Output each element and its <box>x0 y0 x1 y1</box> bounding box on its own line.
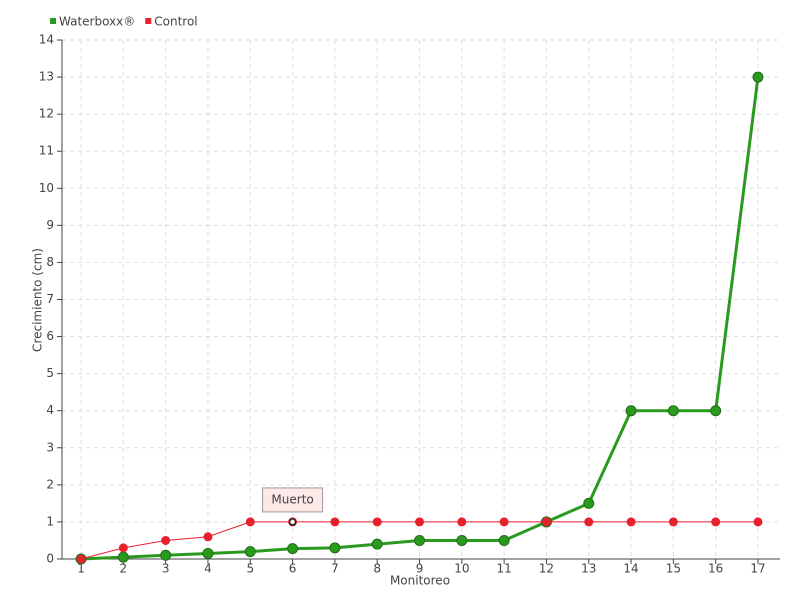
y-tick-label: 9 <box>46 218 54 232</box>
x-tick-label: 15 <box>666 562 681 576</box>
data-point <box>667 405 679 417</box>
x-tick-label: 10 <box>454 562 469 576</box>
y-tick-label: 12 <box>39 107 54 121</box>
x-tick-label: 7 <box>331 562 339 576</box>
y-tick-label: 10 <box>39 181 54 195</box>
x-tick-label: 11 <box>496 562 511 576</box>
y-tick-label: 7 <box>46 292 54 306</box>
data-point <box>710 405 722 417</box>
annotation-label: Muerto <box>271 492 313 506</box>
data-point <box>372 517 382 527</box>
x-tick-label: 17 <box>750 562 765 576</box>
data-point <box>753 517 763 527</box>
x-tick-label: 1 <box>77 562 85 576</box>
y-tick-label: 6 <box>46 329 54 343</box>
data-point <box>583 497 595 509</box>
y-tick-label: 4 <box>46 403 54 417</box>
data-point <box>752 71 764 83</box>
data-point <box>329 542 341 554</box>
data-point <box>330 517 340 527</box>
y-tick-label: 3 <box>46 440 54 454</box>
data-point <box>287 543 299 555</box>
data-point <box>203 532 213 542</box>
x-axis-title: Monitoreo <box>390 574 450 588</box>
legend-swatch <box>145 18 152 24</box>
x-tick-label: 13 <box>581 562 596 576</box>
data-point <box>457 517 467 527</box>
data-point <box>498 534 510 546</box>
data-point <box>244 546 256 558</box>
annotation-box <box>262 487 324 513</box>
x-tick-label: 3 <box>162 562 170 576</box>
x-tick-label: 6 <box>289 562 297 576</box>
y-tick-label: 2 <box>46 477 54 491</box>
y-tick-label: 11 <box>39 144 54 158</box>
legend-label: Control <box>154 15 197 29</box>
data-point <box>584 517 594 527</box>
data-point <box>202 547 214 559</box>
legend-swatch <box>50 18 56 24</box>
data-point <box>76 554 86 564</box>
y-tick-label: 1 <box>46 514 54 528</box>
y-tick-label: 0 <box>46 552 54 566</box>
x-tick-label: 2 <box>120 562 128 576</box>
x-tick-label: 4 <box>204 562 212 576</box>
annotated-point <box>288 518 297 526</box>
x-tick-label: 9 <box>416 562 424 576</box>
data-point <box>161 535 171 545</box>
data-point <box>160 549 172 561</box>
x-tick-label: 8 <box>373 562 381 576</box>
data-point <box>711 517 721 527</box>
data-point <box>118 543 128 553</box>
data-point <box>415 517 425 527</box>
y-tick-label: 14 <box>39 33 54 47</box>
data-point <box>541 517 551 527</box>
data-point <box>117 551 129 563</box>
data-point <box>245 517 255 527</box>
y-tick-label: 8 <box>46 255 54 269</box>
y-tick-label: 5 <box>46 366 54 380</box>
y-axis-title: Crecimiento (cm) <box>31 248 45 352</box>
data-point <box>371 538 383 550</box>
data-point <box>499 517 509 527</box>
x-tick-label: 14 <box>623 562 638 576</box>
data-point <box>456 534 468 546</box>
x-tick-label: 5 <box>246 562 254 576</box>
data-point <box>626 517 636 527</box>
data-point <box>625 405 637 417</box>
series-line <box>80 76 760 561</box>
data-point <box>414 534 426 546</box>
legend-label: Waterboxx® <box>59 15 135 29</box>
y-tick-label: 13 <box>39 70 54 84</box>
x-tick-label: 12 <box>539 562 554 576</box>
x-tick-label: 16 <box>708 562 723 576</box>
data-point <box>668 517 678 527</box>
